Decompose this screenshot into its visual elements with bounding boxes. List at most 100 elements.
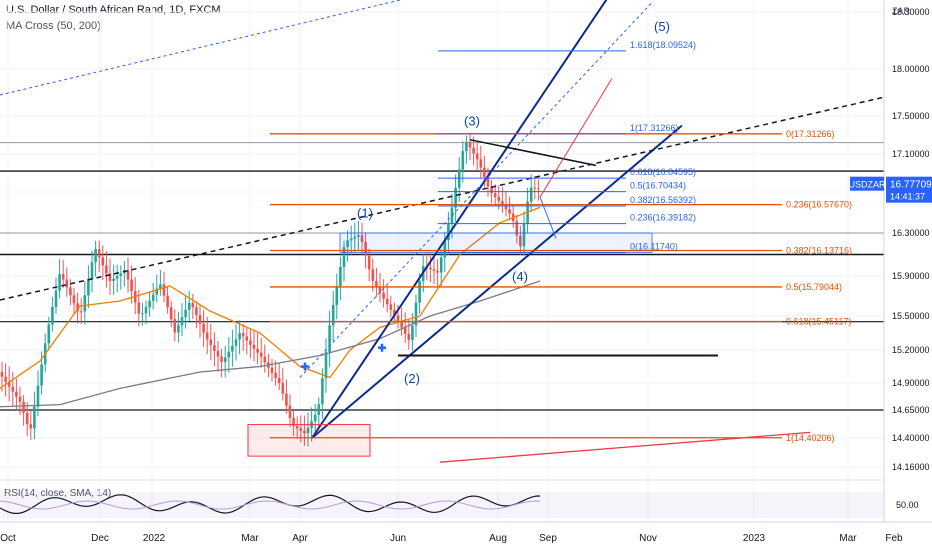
fib-extension-label: 0.236(16.39182) [630, 213, 696, 223]
candle-body [504, 204, 508, 210]
candle-body [349, 238, 353, 241]
candle-body [90, 262, 94, 280]
price-axis-tick: 14.40000 [892, 433, 930, 443]
channel-mid [299, 2, 653, 378]
candle-body [479, 159, 483, 168]
candle-body [191, 302, 195, 308]
time-axis-tick: Sep [539, 533, 557, 544]
candle-body [378, 286, 382, 293]
candle-body [457, 169, 461, 188]
candle-body [126, 270, 130, 280]
time-axis-tick: 2022 [143, 533, 166, 544]
candle-body [108, 273, 112, 281]
candle-body [94, 249, 97, 263]
time-axis-tick: Aug [489, 533, 507, 544]
candle-body [119, 273, 123, 277]
chart-grid [0, 0, 884, 522]
time-axis-tick: Nov [639, 533, 657, 544]
price-axis-tick: 17.10000 [892, 149, 930, 159]
candle-body [331, 304, 335, 326]
rsi-label[interactable]: RSI(14, close, SMA, 14) [4, 488, 111, 499]
candle-body [429, 267, 432, 270]
currency-label: ZAR [892, 6, 911, 16]
wave-label: (3) [464, 114, 480, 129]
candle-body [385, 298, 389, 305]
candle-body [475, 153, 479, 160]
candle-body [263, 356, 267, 363]
candle-body [461, 151, 465, 170]
candle-body [328, 325, 331, 353]
candle-body [69, 287, 72, 296]
wave-label: (4) [512, 269, 528, 284]
price-axis-tick: 14.65000 [892, 405, 930, 415]
candle-body [483, 167, 486, 177]
time-axis-tick: Mar [839, 533, 857, 544]
candle-body [436, 270, 439, 273]
demand-box [247, 424, 371, 457]
candle-body [54, 290, 58, 307]
candle-body [11, 386, 15, 392]
candle-body [115, 276, 119, 279]
candle-body [159, 284, 162, 289]
indicator-label[interactable]: MA Cross (50, 200) [6, 20, 101, 32]
candle-body [97, 249, 101, 258]
last-price-badge [886, 176, 932, 203]
rsi-line [0, 494, 541, 515]
candle-body [209, 339, 213, 346]
chart-title: U.S. Dollar / South African Rand, 1D, FX… [6, 4, 221, 16]
candle-body [213, 345, 216, 351]
candle-body [281, 383, 285, 394]
price-axis-tick: 15.90000 [892, 271, 930, 281]
candle-body [130, 279, 133, 292]
candle-body [400, 321, 403, 328]
projection-arrow-up [539, 78, 613, 198]
candle-body [274, 372, 277, 378]
candle-body [205, 332, 209, 340]
fib-levels: 0(17.31266) 0.236(16.57670) 0.382(16.13716… [270, 40, 852, 443]
rsi-pane: 50.00 [0, 479, 919, 518]
candle-body [533, 187, 537, 189]
time-axis-tick: Jun [390, 533, 406, 544]
candle-body [360, 235, 364, 243]
candle-body [346, 240, 349, 248]
candle-body [112, 278, 115, 281]
candle-body [389, 304, 393, 310]
fib-extension-label: 0.382(16.56392) [630, 195, 696, 205]
candle-body [245, 336, 249, 341]
candle-body [187, 302, 191, 310]
candle-body [353, 236, 357, 239]
candle-body [439, 257, 443, 273]
candle-body [87, 279, 90, 296]
candle-body [4, 376, 7, 382]
wave-label: (2) [404, 371, 420, 386]
candle-body [396, 315, 400, 322]
candle-body [501, 200, 504, 205]
candle-body [51, 306, 54, 325]
horizontal-levels [0, 142, 884, 411]
time-axis-tick: Apr [292, 533, 308, 544]
candle-body [25, 412, 29, 425]
candle-body [382, 292, 385, 299]
candle-body [342, 247, 346, 267]
candle-body [241, 333, 245, 337]
candle-body [61, 274, 65, 280]
candle-body [33, 406, 36, 429]
last-price: 16.77709 [890, 180, 932, 191]
price-axis-tick: 17.50000 [892, 111, 930, 121]
candle-body [231, 345, 234, 352]
rsi-sma-line [0, 500, 541, 510]
candle-body [522, 223, 526, 247]
candle-body [321, 378, 324, 405]
candle-body [249, 340, 252, 345]
candle-body [259, 352, 263, 357]
dashed-trendline-blue [0, 0, 401, 96]
candle-body [72, 295, 76, 304]
candle-body [270, 367, 274, 373]
candle-body [195, 307, 198, 315]
countdown: 14:41:37 [890, 192, 925, 202]
candle-body [472, 147, 475, 154]
candle-body [76, 303, 79, 312]
candle-body [468, 142, 472, 148]
